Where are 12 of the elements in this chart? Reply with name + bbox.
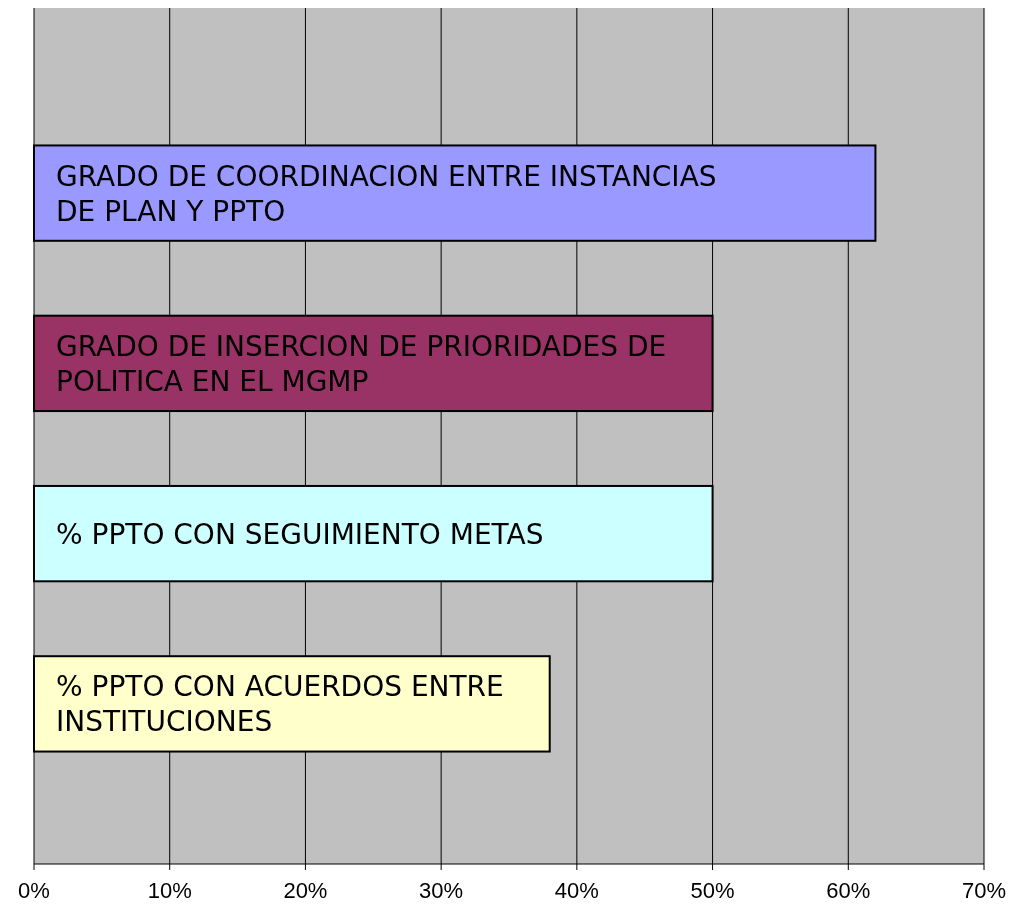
y-tick-label: % PPTO CON ACUERDOS ENTRE INSTITUCIONES: [56, 669, 504, 738]
x-tick-label: 10%: [147, 878, 192, 903]
y-tick-label: GRADO DE INSERCION DE PRIORIDADES DE POLITICA EN EL MGMP: [56, 329, 667, 398]
x-tick-label: 70%: [961, 878, 1007, 903]
x-tick-label: 0%: [18, 878, 50, 903]
x-tick-label: 30%: [419, 878, 464, 903]
x-tick-label: 20%: [283, 878, 328, 903]
x-tick-label: 50%: [690, 878, 735, 903]
y-tick-label: % PPTO CON SEGUIMIENTO METAS: [56, 517, 544, 551]
x-tick-label: 60%: [826, 878, 871, 903]
y-tick-label: GRADO DE COORDINACION ENTRE INSTANCIAS DE PLAN Y PPTO: [56, 159, 717, 228]
x-tick-label: 40%: [554, 878, 599, 903]
